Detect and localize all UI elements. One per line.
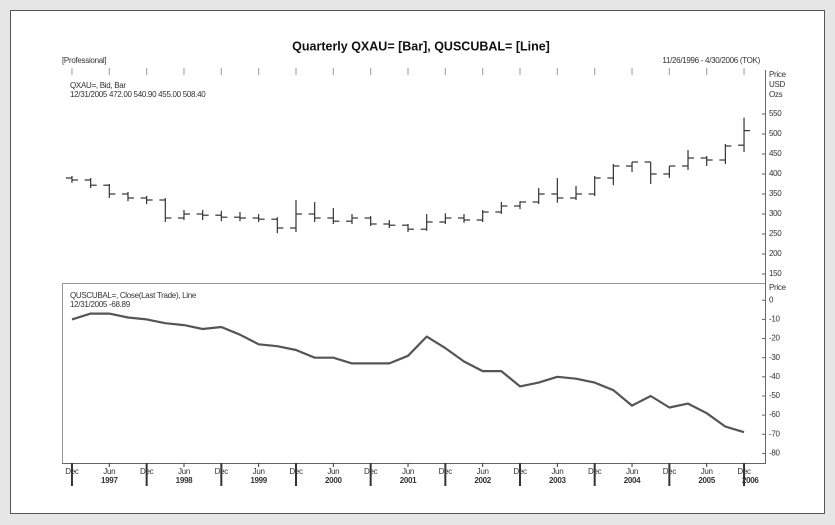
y-tick-label: 0 <box>769 295 774 304</box>
x-tick-label: Dec <box>663 467 677 476</box>
x-tick-label: Jun <box>701 467 713 476</box>
y-tick-label: 200 <box>769 249 782 258</box>
line-series <box>71 312 745 434</box>
x-tick-label: Jun <box>402 467 414 476</box>
annotation: 12/31/2005 -68.89 <box>70 300 131 309</box>
x-tick-label: Dec <box>215 467 229 476</box>
y-axis-label: Ozs <box>769 90 783 99</box>
x-tick-label: Jun <box>178 467 190 476</box>
year-label: 2006 <box>742 476 759 485</box>
x-tick-label: Dec <box>737 467 751 476</box>
x-tick-label: Jun <box>253 467 265 476</box>
x-tick-label: Jun <box>551 467 563 476</box>
year-label: 2004 <box>624 476 641 485</box>
y-axis-label: Price <box>769 70 787 79</box>
x-tick-label: Jun <box>103 467 115 476</box>
y-tick-label: -80 <box>769 449 781 458</box>
y-tick-label: -60 <box>769 410 781 419</box>
year-label: 2003 <box>549 476 566 485</box>
legend-label: QXAU=, Bid, Bar <box>70 81 126 90</box>
x-tick-label: Dec <box>140 467 154 476</box>
year-label: 1998 <box>176 476 193 485</box>
y-axis-label: Price <box>769 283 787 292</box>
y-tick-label: 500 <box>769 129 782 138</box>
annotation: 12/31/2005 472.00 540.90 455.00 508.40 <box>70 90 206 99</box>
year-label: 1999 <box>250 476 267 485</box>
y-tick-label: -30 <box>769 353 781 362</box>
x-tick-label: Jun <box>327 467 339 476</box>
legend-label: QUSCUBAL=, Close(Last Trade), Line <box>70 291 197 300</box>
y-tick-label: -20 <box>769 334 781 343</box>
x-tick-label: Dec <box>439 467 453 476</box>
y-tick-label: 250 <box>769 229 782 238</box>
y-tick-label: 150 <box>769 269 782 278</box>
y-tick-label: -10 <box>769 314 781 323</box>
y-tick-label: 350 <box>769 189 782 198</box>
y-tick-label: 300 <box>769 209 782 218</box>
year-label: 2001 <box>400 476 417 485</box>
left-note: [Professional] <box>62 56 106 65</box>
right-note: 11/26/1996 - 4/30/2006 (TOK) <box>662 56 760 65</box>
year-label: 2005 <box>698 476 715 485</box>
y-tick-label: -70 <box>769 429 781 438</box>
x-tick-label: Dec <box>588 467 602 476</box>
chart-title: Quarterly QXAU= [Bar], QUSCUBAL= [Line] <box>292 39 550 53</box>
y-tick-label: 550 <box>769 109 782 118</box>
chart-frame <box>10 10 825 514</box>
year-label: 1997 <box>101 476 118 485</box>
x-tick-label: Jun <box>626 467 638 476</box>
year-label: 2000 <box>325 476 342 485</box>
x-tick-label: Dec <box>65 467 79 476</box>
y-axis-label: USD <box>769 80 786 89</box>
x-tick-label: Dec <box>289 467 303 476</box>
y-tick-label: 400 <box>769 169 782 178</box>
x-tick-label: Jun <box>477 467 489 476</box>
y-tick-label: -50 <box>769 391 781 400</box>
y-tick-label: 450 <box>769 149 782 158</box>
x-tick-label: Dec <box>513 467 527 476</box>
x-tick-label: Dec <box>364 467 378 476</box>
year-label: 2002 <box>474 476 491 485</box>
y-tick-label: -40 <box>769 372 781 381</box>
